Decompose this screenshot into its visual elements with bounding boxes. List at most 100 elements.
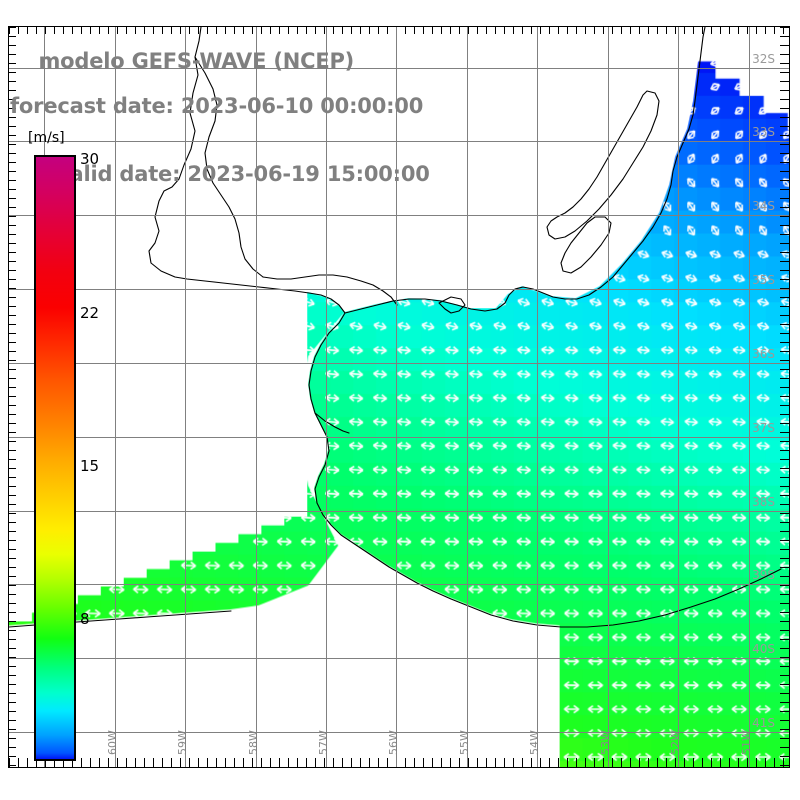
axis-tick (9, 351, 16, 352)
axis-tick (9, 234, 16, 235)
gridline-lat (9, 363, 789, 364)
axis-tick (780, 306, 789, 307)
axis-tick (9, 666, 16, 667)
axis-tick (243, 758, 244, 767)
axis-tick (72, 27, 73, 34)
axis-tick (780, 63, 789, 64)
axis-tick (780, 477, 789, 478)
axis-tick (531, 758, 532, 767)
axis-tick (780, 693, 789, 694)
axis-tick (780, 495, 789, 496)
axis-tick (234, 758, 235, 767)
axis-tick (783, 758, 784, 767)
axis-tick (780, 99, 789, 100)
axis-tick (780, 234, 789, 235)
axis-tick (693, 758, 694, 767)
axis-tick (780, 54, 789, 55)
axis-tick (780, 531, 789, 532)
axis-tick (54, 27, 55, 34)
axis-tick (540, 758, 541, 767)
axis-tick (780, 612, 789, 613)
axis-tick (9, 603, 16, 604)
colorbar-tick-label: 8 (80, 610, 90, 628)
gridline-lon (749, 27, 750, 767)
axis-tick (180, 758, 181, 767)
axis-tick (36, 758, 37, 767)
axis-tick (780, 720, 789, 721)
axis-tick (432, 758, 433, 767)
gridline-lon (608, 27, 609, 767)
axis-tick (9, 36, 16, 37)
axis-tick (630, 758, 631, 767)
axis-tick (333, 758, 334, 767)
axis-tick (9, 585, 16, 586)
axis-tick (780, 108, 789, 109)
axis-tick (780, 387, 789, 388)
axis-tick (780, 216, 789, 217)
axis-tick (657, 758, 658, 767)
axis-tick (9, 297, 16, 298)
axis-tick (780, 396, 789, 397)
axis-tick (9, 567, 16, 568)
axis-tick (780, 378, 789, 379)
axis-tick (780, 729, 789, 730)
map-plot-area[interactable]: 61W60W59W58W57W56W55W54W53W52W51W 32S33S… (8, 26, 790, 768)
axis-tick (9, 261, 16, 262)
axis-tick (9, 747, 16, 748)
axis-tick (513, 758, 514, 767)
title-forecast-date: forecast date: 2023-06-10 00:00:00 (10, 94, 424, 119)
axis-tick (780, 27, 789, 28)
map-canvas (9, 27, 789, 767)
axis-tick (9, 225, 16, 226)
axis-tick (780, 117, 789, 118)
axis-tick (162, 758, 163, 767)
colorbar-tick-label: 15 (80, 457, 100, 476)
axis-tick (585, 758, 586, 767)
axis-tick (9, 270, 16, 271)
lat-label: 41S (752, 716, 775, 731)
gridline-lat (9, 658, 789, 659)
axis-tick (9, 684, 16, 685)
axis-tick (117, 27, 118, 34)
axis-tick (198, 758, 199, 767)
axis-tick (576, 758, 577, 767)
axis-tick (780, 711, 789, 712)
axis-tick (780, 684, 789, 685)
axis-tick (780, 459, 789, 460)
axis-tick (135, 27, 136, 34)
axis-tick (270, 758, 271, 767)
axis-tick (780, 225, 789, 226)
axis-tick (90, 27, 91, 34)
axis-tick (9, 342, 16, 343)
axis-tick (780, 522, 789, 523)
axis-tick (780, 297, 789, 298)
axis-tick (18, 758, 19, 767)
axis-tick (126, 758, 127, 767)
axis-tick (780, 81, 789, 82)
axis-tick (9, 648, 16, 649)
axis-tick (780, 369, 789, 370)
axis-tick (780, 639, 789, 640)
axis-tick (9, 99, 16, 100)
gridline-lon (537, 27, 538, 767)
axis-tick (666, 758, 667, 767)
axis-tick (780, 135, 789, 136)
axis-tick (441, 758, 442, 767)
axis-tick (780, 126, 789, 127)
axis-tick (9, 144, 16, 145)
axis-tick (108, 27, 109, 34)
axis-tick (9, 405, 16, 406)
gridline-lat (9, 437, 789, 438)
axis-tick (9, 675, 16, 676)
axis-tick (99, 27, 100, 34)
axis-tick (9, 657, 16, 658)
axis-tick (780, 315, 789, 316)
axis-tick (423, 758, 424, 767)
axis-tick (216, 758, 217, 767)
axis-tick (780, 756, 789, 757)
gridline-lat (9, 289, 789, 290)
axis-tick (780, 549, 789, 550)
axis-tick (780, 360, 789, 361)
axis-tick (780, 324, 789, 325)
axis-tick (9, 378, 16, 379)
